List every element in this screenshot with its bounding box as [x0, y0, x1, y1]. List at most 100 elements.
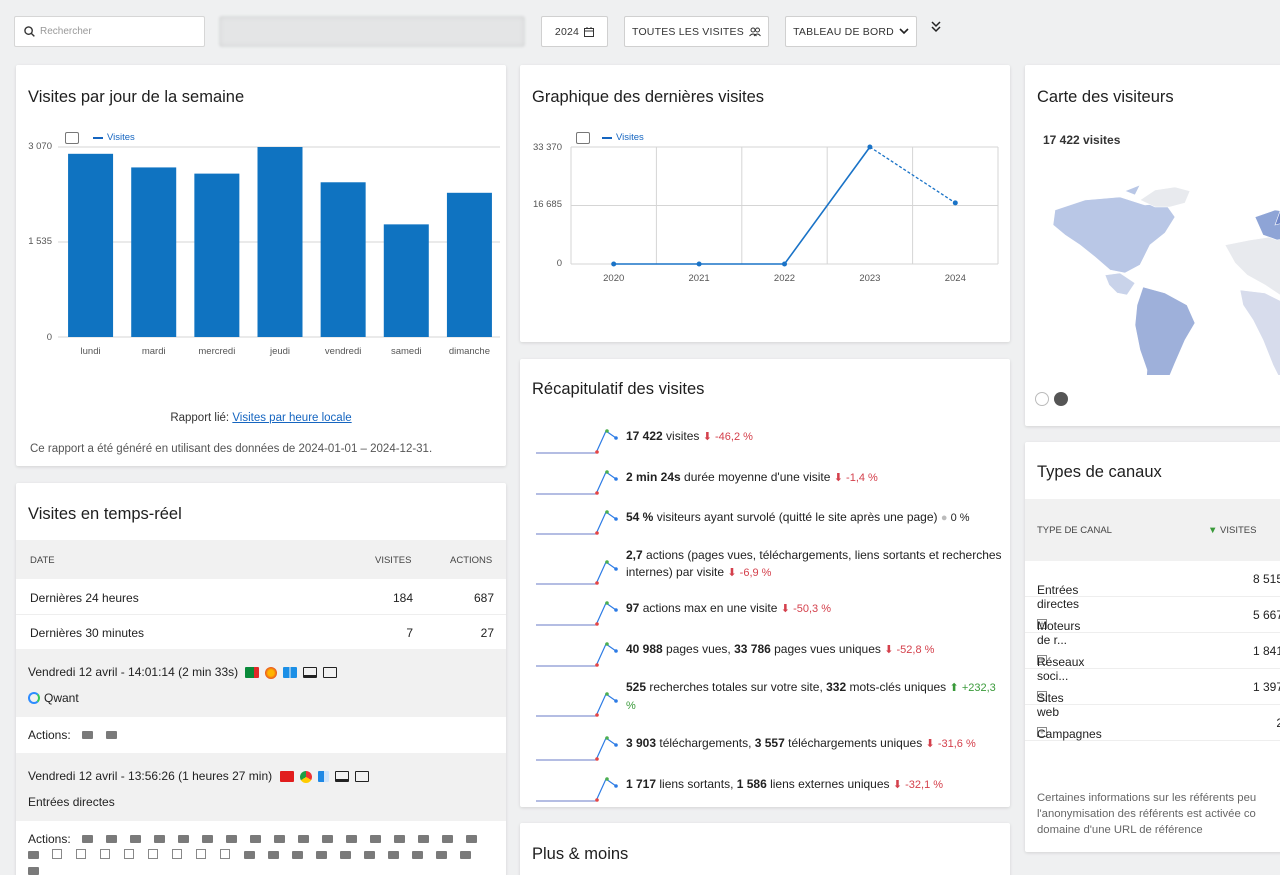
folder-icon[interactable] [364, 851, 375, 859]
visitor-profile-icon[interactable] [323, 666, 338, 678]
metric-label: actions (pages vues, téléchargements, li… [626, 548, 1002, 579]
folder-icon[interactable] [322, 835, 334, 843]
related-report-link[interactable]: Visites par heure locale [232, 412, 352, 424]
globe-icon[interactable] [1054, 392, 1069, 406]
up-arrow-icon: ⬆ [949, 682, 959, 694]
visit-entry[interactable]: Vendredi 12 avril - 13:56:26 (1 heures 2… [16, 753, 506, 821]
series-line [613, 146, 871, 265]
folder-icon[interactable] [82, 835, 94, 843]
world-map[interactable] [1025, 125, 1280, 375]
folder-icon[interactable] [412, 851, 423, 859]
dashboard-selector-button[interactable]: TABLEAU DE BORD [785, 16, 917, 47]
metric-label: téléchargements, [656, 736, 755, 750]
point-2021 [696, 261, 702, 267]
folder-icon[interactable] [250, 835, 262, 843]
visit-entry[interactable]: Vendredi 12 avril - 14:01:14 (2 min 33s)… [16, 649, 506, 717]
channel-label: Entrées directes [1037, 583, 1080, 611]
site-selector[interactable] [219, 16, 525, 47]
recap-item[interactable]: 97 actions max en une visite ⬇ -50,3 % [520, 598, 1010, 634]
external-link-icon[interactable] [172, 849, 182, 859]
neutral-dot-icon: ● [940, 512, 948, 524]
col-channel-type[interactable]: TYPE DE CANAL [1037, 525, 1112, 536]
folder-icon[interactable] [244, 851, 255, 859]
segment-selector-button[interactable]: TOUTES LES VISITES [624, 16, 769, 47]
folder-icon[interactable] [340, 851, 351, 859]
external-link-icon[interactable] [124, 849, 134, 859]
folder-icon[interactable] [298, 835, 310, 843]
channel-label: Réseaux soci... [1037, 655, 1085, 683]
external-link-icon[interactable] [100, 849, 110, 859]
folder-icon[interactable] [394, 835, 406, 843]
folder-icon[interactable] [106, 731, 118, 739]
recap-item[interactable]: 525 recherches totales sur votre site, 3… [520, 679, 1010, 717]
recap-item[interactable]: 2,7 actions (pages vues, téléchargements… [520, 547, 1010, 585]
external-link-icon[interactable] [148, 849, 158, 859]
external-link-icon[interactable] [76, 849, 86, 859]
folder-icon[interactable] [316, 851, 327, 859]
chart-type-icon[interactable] [65, 132, 79, 144]
chart-type-icon[interactable] [576, 132, 590, 144]
folder-icon[interactable] [346, 835, 358, 843]
sort-desc-icon: ▼ [1208, 525, 1218, 536]
folder-icon[interactable] [388, 851, 399, 859]
table-row[interactable]: + Campagnes 2 [1025, 705, 1280, 741]
metric-delta: ⬇ -31,6 % [925, 738, 976, 750]
folder-icon[interactable] [178, 835, 190, 843]
expand-icon[interactable]: + [1037, 619, 1047, 629]
folder-icon[interactable] [130, 835, 142, 843]
recap-item[interactable]: 2 min 24s durée moyenne d'une visite ⬇ -… [520, 467, 1010, 503]
metric-label: visiteurs ayant survolé (quitté le site … [653, 510, 938, 524]
map-visits-label: 17 422 visites [1043, 133, 1121, 147]
chart-legend[interactable]: Visites [602, 132, 644, 143]
visitor-map-widget: Carte des visiteurs 17 422 visites [1025, 65, 1280, 426]
table-row[interactable]: + Moteurs de r... 5 667 [1025, 597, 1280, 647]
search-input[interactable]: Rechercher [14, 16, 205, 47]
col-visits-sorted[interactable]: ▼ VISITES [1208, 525, 1256, 536]
related-prefix: Rapport lié: [170, 412, 230, 424]
folder-icon[interactable] [268, 851, 279, 859]
expand-icon[interactable]: + [1037, 655, 1047, 665]
recap-item[interactable]: 17 422 visites ⬇ -46,2 % [520, 426, 1010, 462]
folder-icon[interactable] [370, 835, 382, 843]
recap-item[interactable]: 3 903 téléchargements, 3 557 téléchargem… [520, 733, 1010, 769]
sparkline-icon [536, 601, 618, 626]
expand-icon[interactable]: + [1037, 691, 1047, 701]
external-link-icon[interactable] [52, 849, 62, 859]
recap-item[interactable]: 40 988 pages vues, 33 786 pages vues uni… [520, 639, 1010, 675]
metric-delta: ⬇ -52,8 % [884, 644, 935, 656]
folder-icon[interactable] [226, 835, 238, 843]
folder-icon[interactable] [274, 835, 286, 843]
folder-icon[interactable] [418, 835, 430, 843]
folder-icon[interactable] [154, 835, 166, 843]
table-row[interactable]: + Réseaux soci... 1 841 [1025, 633, 1280, 683]
folder-icon[interactable] [28, 867, 39, 875]
folder-icon[interactable] [82, 731, 94, 739]
expand-toolbar-button[interactable] [931, 21, 941, 36]
down-arrow-icon: ⬇ [892, 779, 903, 791]
folder-icon[interactable] [466, 835, 478, 843]
point-2024 [952, 200, 958, 206]
related-report: Rapport lié: Visites par heure locale [16, 412, 506, 424]
folder-icon[interactable] [436, 851, 447, 859]
recap-item[interactable]: 1 717 liens sortants, 1 586 liens extern… [520, 774, 1010, 807]
referrer-note: Certaines informations sur les référents… [1037, 792, 1257, 836]
visitor-profile-icon[interactable] [354, 770, 369, 782]
folder-icon[interactable] [292, 851, 303, 859]
period-selector-button[interactable]: 2024 [541, 16, 608, 47]
external-link-icon[interactable] [220, 849, 230, 859]
recap-item[interactable]: 54 % visiteurs ayant survolé (quitté le … [520, 507, 1010, 543]
folder-icon[interactable] [460, 851, 471, 859]
folder-icon[interactable] [28, 851, 39, 859]
table-row[interactable]: Entrées directes 8 515 [1025, 561, 1280, 611]
expand-icon[interactable]: + [1037, 727, 1047, 737]
external-link-icon[interactable] [196, 849, 206, 859]
table-row[interactable]: + Sites web 1 397 [1025, 669, 1280, 719]
metric-delta: ⬇ -1,4 % [833, 472, 878, 484]
x-tick-label: mardi [142, 346, 166, 357]
folder-icon[interactable] [106, 835, 118, 843]
chart-legend[interactable]: Visites [93, 132, 135, 143]
metric-label: liens externes uniques [766, 777, 890, 791]
zoom-out-icon[interactable] [1035, 392, 1049, 406]
folder-icon[interactable] [202, 835, 214, 843]
folder-icon[interactable] [442, 835, 454, 843]
